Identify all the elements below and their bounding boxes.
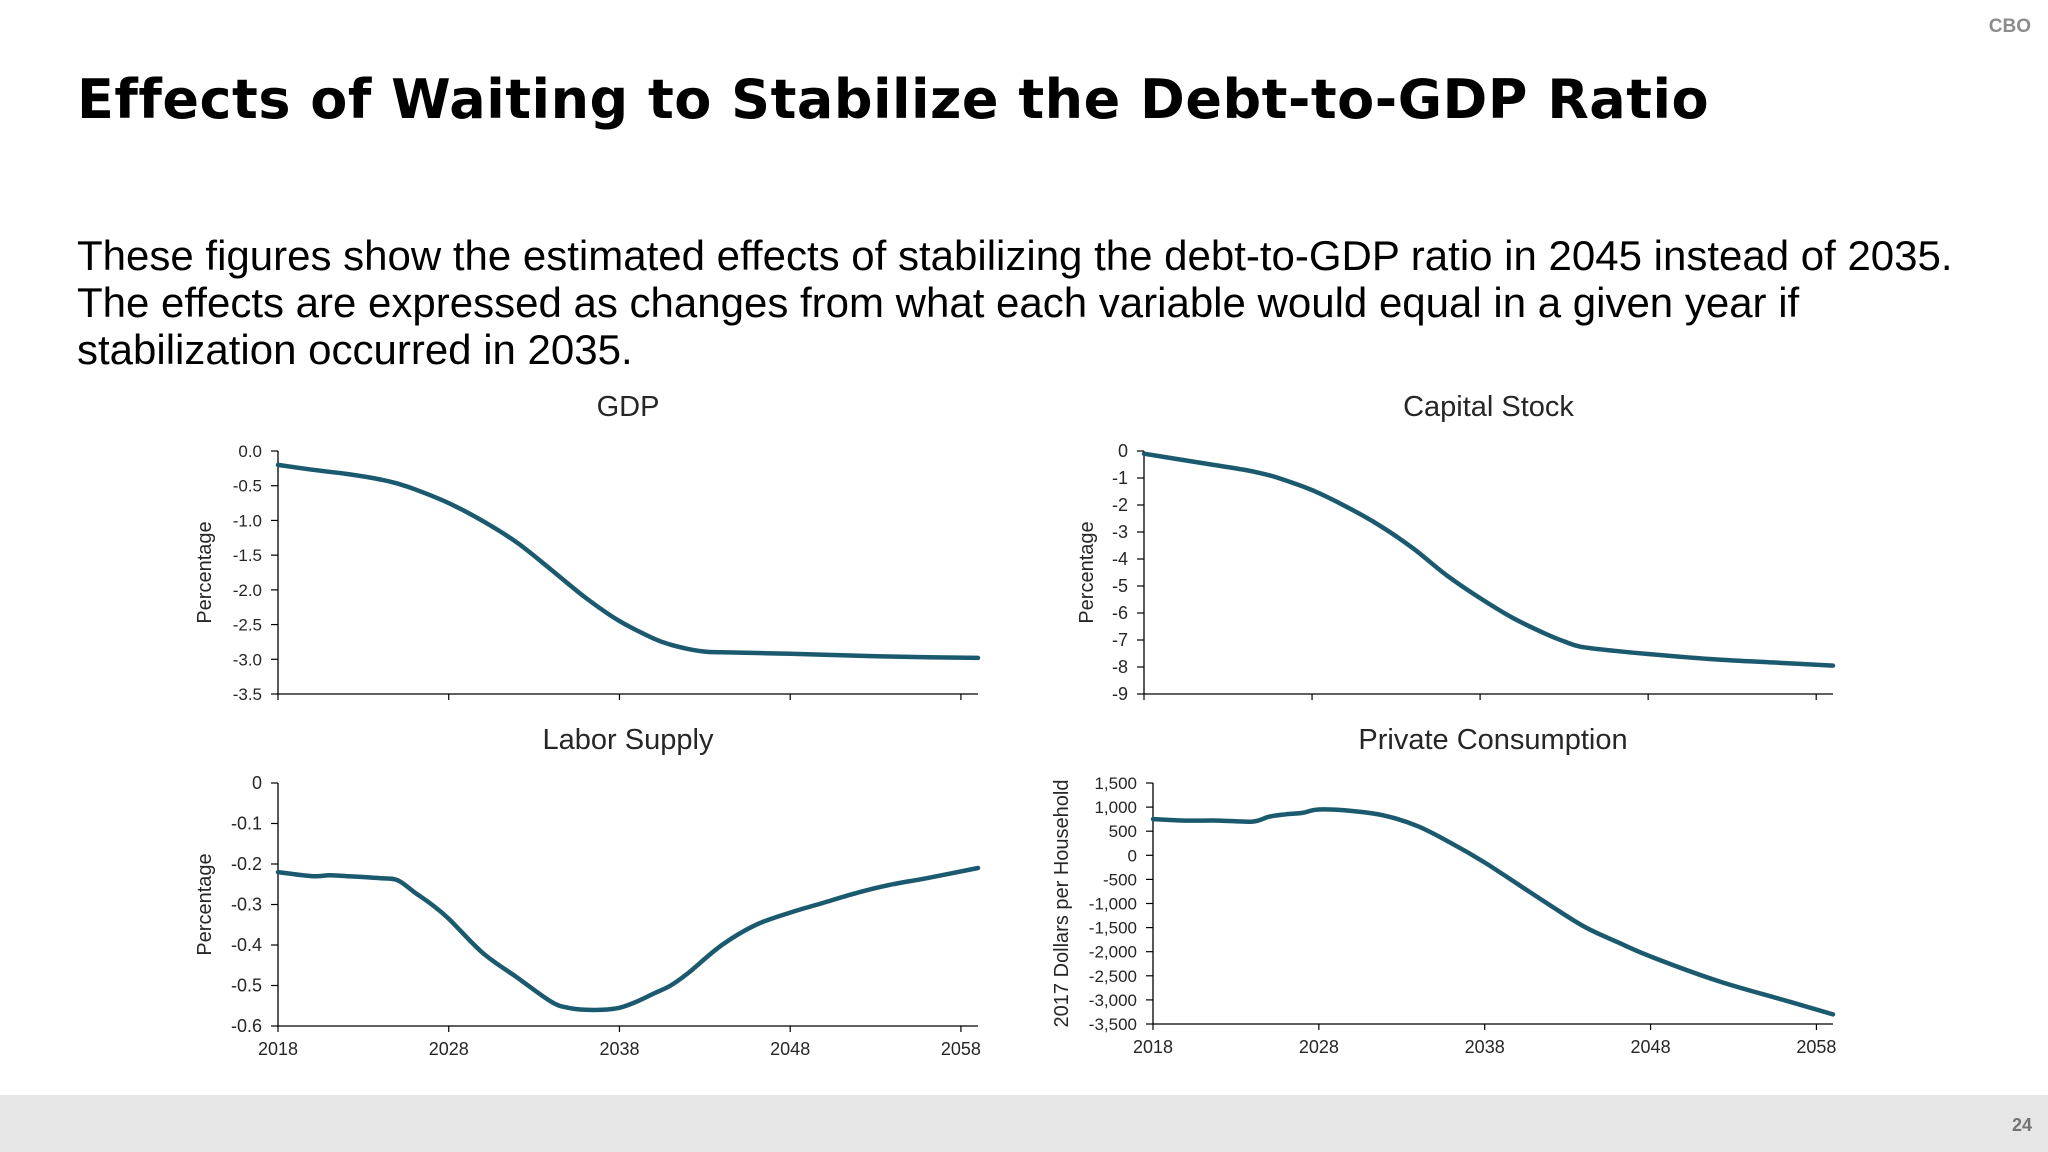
capital-stock-y-tick-label: -4 bbox=[1112, 549, 1128, 569]
gdp-y-tick-label: 0.0 bbox=[238, 442, 262, 461]
capital-stock-series-line bbox=[1141, 451, 1836, 668]
gdp-y-tick-label: -0.5 bbox=[233, 477, 262, 496]
charts-canvas: GDP 0.0 -0.5 -1.0 -1.5 -2.0 -2.5 -3.0 -3.5 Percen… bbox=[194, 391, 1836, 1059]
private-consumption-x-tick-label: 2058 bbox=[1796, 1037, 1836, 1057]
labor-supply-y-tick-label: -0.4 bbox=[231, 935, 262, 955]
gdp-series-line bbox=[275, 462, 981, 661]
private-consumption-y-tick-label: -2,500 bbox=[1089, 967, 1137, 986]
private-consumption-y-tick-label: -1,000 bbox=[1089, 895, 1137, 914]
labor-supply-y-tick-label: -0.5 bbox=[231, 976, 262, 996]
labor-supply-x-tick-label: 2048 bbox=[770, 1039, 810, 1059]
private-consumption-y-tick-label: -1,500 bbox=[1089, 919, 1137, 938]
capital-stock-y-tick-label: -2 bbox=[1112, 495, 1128, 515]
private-consumption-y-tick-label: 500 bbox=[1109, 822, 1137, 841]
private-consumption-series-line bbox=[1150, 807, 1836, 1017]
labor-supply-y-axis-label: Percentage bbox=[194, 853, 216, 955]
capital-stock-y-tick-label: -8 bbox=[1112, 657, 1128, 677]
private-consumption-y-tick-label: 1,500 bbox=[1094, 774, 1137, 793]
capital-stock-y-tick-label: -1 bbox=[1112, 468, 1128, 488]
private-consumption-x-tick-label: 2018 bbox=[1133, 1037, 1173, 1057]
private-consumption-y-axis-label: 2017 Dollars per Household bbox=[1051, 780, 1073, 1028]
capital-stock-y-tick-label: -5 bbox=[1112, 576, 1128, 596]
capital-stock-y-tick-label: 0 bbox=[1118, 441, 1128, 461]
capital-stock-y-tick-label: -9 bbox=[1112, 684, 1128, 704]
labor-supply-x-tick-label: 2038 bbox=[599, 1039, 639, 1059]
gdp-chart-title: GDP bbox=[597, 391, 660, 423]
private-consumption-y-tick-label: -3,500 bbox=[1089, 1015, 1137, 1034]
gdp-y-tick-label: -1.5 bbox=[233, 546, 262, 565]
slide-title: Effects of Waiting to Stabilize the Debt… bbox=[77, 68, 1710, 131]
capital-stock-y-tick-label: -6 bbox=[1112, 603, 1128, 623]
gdp-y-tick-label: -2.0 bbox=[233, 581, 262, 600]
gdp-y-tick-label: -1.0 bbox=[233, 511, 262, 530]
slide-body-text: These figures show the estimated effects… bbox=[77, 232, 1953, 373]
capital-stock-y-tick-label: -7 bbox=[1112, 630, 1128, 650]
capital-stock-chart-title: Capital Stock bbox=[1403, 391, 1574, 423]
gdp-y-tick-label: -3.0 bbox=[233, 650, 262, 669]
labor-supply-y-tick-label: 0 bbox=[252, 773, 262, 793]
private-consumption-y-tick-label: -2,000 bbox=[1089, 943, 1137, 962]
private-consumption-x-tick-label: 2048 bbox=[1631, 1037, 1671, 1057]
labor-supply-y-tick-label: -0.3 bbox=[231, 895, 262, 915]
labor-supply-y-tick-label: -0.2 bbox=[231, 854, 262, 874]
gdp-y-axis-label: Percentage bbox=[194, 521, 216, 623]
private-consumption-y-tick-label: 0 bbox=[1128, 846, 1137, 865]
capital-stock-y-axis-label: Percentage bbox=[1076, 521, 1098, 623]
gdp-y-tick-label: -2.5 bbox=[233, 616, 262, 635]
labor-supply-y-tick-label: -0.6 bbox=[231, 1016, 262, 1036]
labor-supply-y-tick-label: -0.1 bbox=[231, 814, 262, 834]
private-consumption-x-tick-label: 2038 bbox=[1465, 1037, 1505, 1057]
private-consumption-y-tick-label: -500 bbox=[1103, 870, 1137, 889]
page-number: 24 bbox=[2011, 1115, 2032, 1135]
private-consumption-chart-title: Private Consumption bbox=[1358, 724, 1627, 756]
capital-stock-y-tick-label: -3 bbox=[1112, 522, 1128, 542]
labor-supply-x-tick-label: 2058 bbox=[941, 1039, 981, 1059]
labor-supply-series-line bbox=[275, 865, 981, 1013]
labor-supply-x-tick-label: 2028 bbox=[429, 1039, 469, 1059]
labor-supply-x-tick-label: 2018 bbox=[258, 1039, 298, 1059]
cbo-brand-label: CBO bbox=[1988, 16, 2031, 37]
private-consumption-y-tick-label: 1,000 bbox=[1094, 798, 1137, 817]
labor-supply-chart-title: Labor Supply bbox=[543, 724, 714, 756]
private-consumption-x-tick-label: 2028 bbox=[1299, 1037, 1339, 1057]
gdp-y-tick-label: -3.5 bbox=[233, 685, 262, 704]
private-consumption-y-tick-label: -3,000 bbox=[1089, 991, 1137, 1010]
footer-bar: 24 bbox=[0, 1095, 2048, 1152]
